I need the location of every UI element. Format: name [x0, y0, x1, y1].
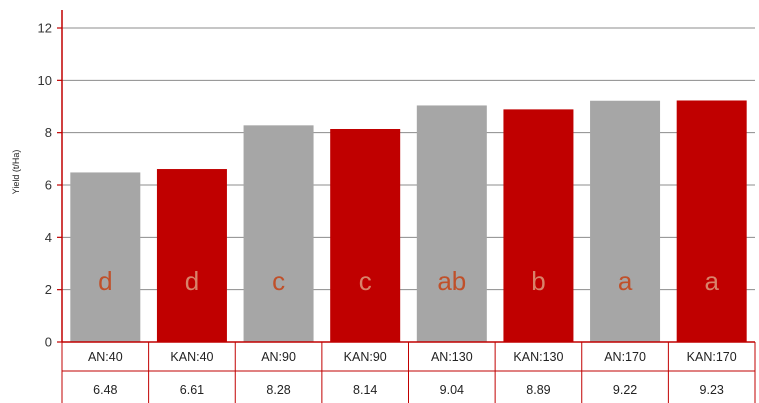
significance-letters: d d c c ab b a a	[98, 266, 719, 296]
value-label: 9.22	[613, 383, 637, 397]
category-label: AN:40	[88, 350, 123, 364]
y-axis-ticks: 0 2 4 6 8 10 12	[38, 21, 62, 350]
significance-letter: d	[185, 266, 199, 296]
category-label: KAN:130	[513, 350, 563, 364]
bar	[590, 100, 661, 342]
value-label: 9.23	[700, 383, 724, 397]
significance-letter: a	[704, 266, 719, 296]
y-axis-label: Yield (t/Ha)	[11, 150, 21, 195]
data-table: AN:40 6.48 KAN:40 6.61 AN:90 8.28 KAN:90 8.14 AN…	[61, 342, 756, 403]
bars	[70, 100, 747, 343]
y-tick-label: 0	[45, 335, 52, 350]
bar	[676, 100, 747, 343]
y-tick-label: 8	[45, 125, 52, 140]
category-label: AN:170	[604, 350, 646, 364]
bar	[330, 129, 401, 342]
bar	[243, 125, 314, 342]
significance-letter: c	[272, 266, 285, 296]
value-label: 8.14	[353, 383, 377, 397]
bar	[416, 105, 487, 342]
significance-letter: b	[531, 266, 545, 296]
category-label: KAN:40	[170, 350, 213, 364]
y-tick-label: 6	[45, 178, 52, 193]
value-label: 8.28	[266, 383, 290, 397]
bar	[156, 169, 227, 342]
significance-letter: d	[98, 266, 112, 296]
value-label: 6.48	[93, 383, 117, 397]
category-label: KAN:170	[687, 350, 737, 364]
bar	[503, 109, 574, 343]
significance-letter: a	[618, 266, 633, 296]
category-label: AN:90	[261, 350, 296, 364]
value-label: 6.61	[180, 383, 204, 397]
category-label: KAN:90	[344, 350, 387, 364]
category-label: AN:130	[431, 350, 473, 364]
value-label: 8.89	[526, 383, 550, 397]
y-tick-label: 10	[38, 73, 52, 88]
y-tick-label: 12	[38, 21, 52, 36]
y-tick-label: 2	[45, 282, 52, 297]
bar	[70, 172, 141, 342]
value-label: 9.04	[440, 383, 464, 397]
significance-letter: ab	[437, 266, 466, 296]
significance-letter: c	[359, 266, 372, 296]
y-tick-label: 4	[45, 230, 52, 245]
